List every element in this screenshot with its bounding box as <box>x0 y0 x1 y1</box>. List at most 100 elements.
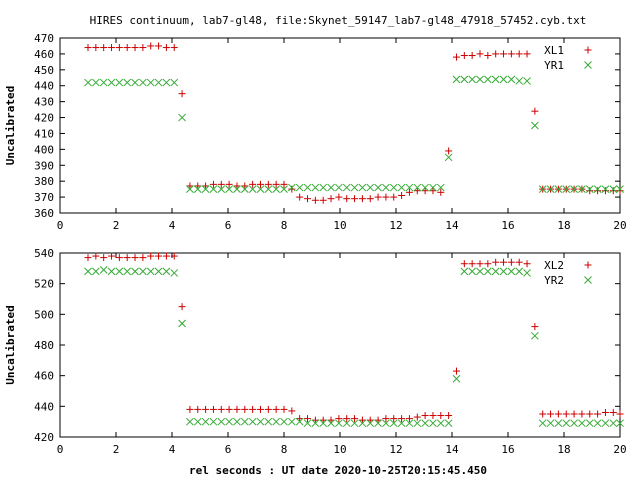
x-tick-label: 10 <box>333 219 346 232</box>
data-point <box>508 259 515 266</box>
x-tick-label: 2 <box>113 219 120 232</box>
y-tick-label: 420 <box>34 112 54 125</box>
data-point <box>453 368 460 375</box>
x-tick-label: 2 <box>113 443 120 456</box>
data-point <box>429 420 436 427</box>
data-point <box>445 420 452 427</box>
data-point <box>461 76 468 83</box>
data-point <box>108 268 115 275</box>
data-point <box>586 420 593 427</box>
data-point <box>100 266 107 273</box>
x-tick-label: 6 <box>225 219 232 232</box>
data-point <box>202 418 209 425</box>
x-tick-label: 8 <box>281 219 288 232</box>
data-point <box>359 184 366 191</box>
data-point <box>108 253 115 260</box>
data-point <box>155 42 162 49</box>
data-point <box>186 182 193 189</box>
data-point <box>163 268 170 275</box>
data-point <box>524 260 531 267</box>
data-point <box>547 420 554 427</box>
data-point <box>461 268 468 275</box>
data-point <box>453 375 460 382</box>
y-tick-label: 370 <box>34 191 54 204</box>
data-point <box>163 44 170 51</box>
data-point <box>163 79 170 86</box>
data-point <box>288 418 295 425</box>
data-point <box>116 79 123 86</box>
data-point <box>218 406 225 413</box>
data-point <box>508 50 515 57</box>
series-YR2 <box>85 266 624 426</box>
data-point <box>343 195 350 202</box>
data-point <box>139 254 146 261</box>
data-point <box>139 268 146 275</box>
x-tick-label: 20 <box>613 219 626 232</box>
figure-title: HIRES continuum, lab7-gl48, file:Skynet_… <box>90 14 587 27</box>
data-point <box>422 420 429 427</box>
data-point <box>484 76 491 83</box>
data-point <box>124 268 131 275</box>
data-point <box>508 268 515 275</box>
data-point <box>108 44 115 51</box>
data-point <box>328 184 335 191</box>
data-point <box>171 269 178 276</box>
data-point <box>571 411 578 418</box>
x-tick-label: 14 <box>445 219 459 232</box>
data-point <box>594 187 601 194</box>
legend-marker <box>585 47 592 54</box>
legend-label: XL1 <box>544 44 564 57</box>
y-tick-label: 440 <box>34 80 54 93</box>
data-point <box>147 268 154 275</box>
y-tick-label: 540 <box>34 247 54 260</box>
data-point <box>132 268 139 275</box>
data-point <box>477 50 484 57</box>
data-point <box>139 44 146 51</box>
plot-panel-2: 4204404604805005205400 2 4 6 8 10 12 14 16 18 20Un… <box>4 247 627 456</box>
data-point <box>194 406 201 413</box>
series-XL1 <box>85 42 624 203</box>
legend-marker <box>585 262 592 269</box>
data-point <box>500 76 507 83</box>
data-point <box>132 79 139 86</box>
data-point <box>617 187 624 194</box>
x-tick-label: 12 <box>389 443 402 456</box>
data-point <box>304 184 311 191</box>
data-point <box>477 260 484 267</box>
data-point <box>186 406 193 413</box>
data-point <box>610 409 617 416</box>
data-point <box>531 323 538 330</box>
data-point <box>265 418 272 425</box>
data-point <box>437 420 444 427</box>
data-point <box>531 108 538 115</box>
x-tick-label: 16 <box>501 443 514 456</box>
data-point <box>531 332 538 339</box>
data-point <box>273 406 280 413</box>
data-point <box>351 195 358 202</box>
y-tick-label: 380 <box>34 175 54 188</box>
legend-label: YR2 <box>544 274 564 287</box>
data-point <box>124 44 131 51</box>
y-tick-label: 430 <box>34 96 54 109</box>
data-point <box>124 79 131 86</box>
data-point <box>116 268 123 275</box>
data-point <box>328 195 335 202</box>
data-point <box>85 44 92 51</box>
data-point <box>233 406 240 413</box>
data-point <box>226 406 233 413</box>
data-point <box>171 44 178 51</box>
data-point <box>610 420 617 427</box>
data-point <box>390 184 397 191</box>
data-point <box>524 269 531 276</box>
y-tick-label: 520 <box>34 278 54 291</box>
x-tick-label: 12 <box>389 219 402 232</box>
data-point <box>202 182 209 189</box>
plot-panel-1: 3603703803904004104204304404504604700 2 4 6… <box>4 32 627 232</box>
data-point <box>578 420 585 427</box>
x-tick-label: 8 <box>281 443 288 456</box>
data-point <box>547 411 554 418</box>
data-point <box>85 268 92 275</box>
x-tick-label: 18 <box>557 443 570 456</box>
data-point <box>108 79 115 86</box>
data-point <box>92 79 99 86</box>
